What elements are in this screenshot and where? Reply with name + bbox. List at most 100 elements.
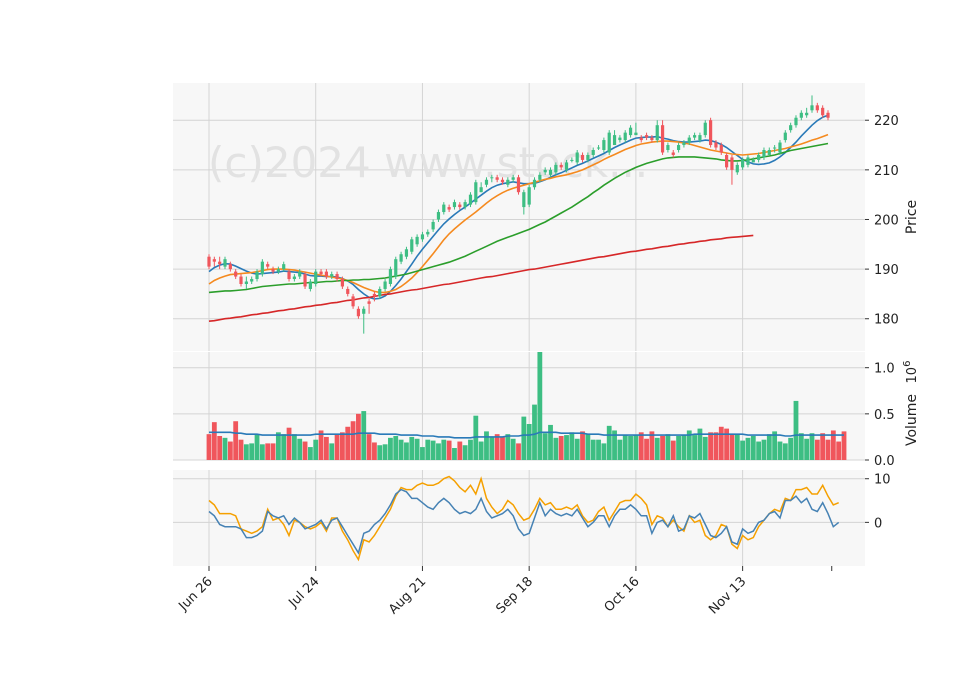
volume-bar	[334, 434, 340, 460]
candle-body	[778, 142, 782, 153]
candle-body	[783, 132, 787, 141]
candle-body	[612, 135, 617, 146]
candle-body	[495, 177, 499, 180]
volume-bar	[745, 437, 751, 460]
candle-body	[271, 269, 275, 272]
candle-body	[399, 254, 403, 262]
volume-bar	[350, 421, 356, 460]
volume-bar	[425, 439, 431, 460]
candle-body	[709, 120, 713, 146]
volume-bar	[798, 433, 804, 460]
candle-body	[282, 264, 286, 270]
candle-body	[634, 132, 638, 136]
volume-bar	[740, 440, 746, 460]
candle-body	[463, 202, 467, 208]
candle-body	[826, 112, 830, 118]
candle-body	[815, 105, 819, 111]
volume-bar	[361, 411, 367, 460]
candle-body	[447, 207, 451, 210]
candle-body	[548, 169, 553, 175]
candle-body	[730, 157, 734, 170]
volume-bar	[676, 436, 681, 460]
candle-body	[244, 281, 248, 284]
watermark: (c)2024 www.stock...	[208, 138, 648, 187]
candle-body	[607, 132, 611, 153]
candle-body	[666, 145, 670, 150]
volume-bar	[724, 428, 730, 460]
volume-bar	[622, 435, 628, 460]
candle-body	[415, 236, 419, 245]
candle-body	[394, 259, 398, 277]
volume-bar	[286, 427, 292, 460]
volume-bar	[446, 440, 452, 460]
candle-body	[330, 274, 334, 277]
candle-body	[559, 164, 563, 168]
volume-bar	[782, 443, 788, 460]
candle-body	[340, 279, 345, 287]
x-tick-label: Sep 18	[493, 574, 536, 617]
candle-body	[810, 105, 814, 111]
candle-body	[223, 259, 227, 267]
candle-body	[618, 137, 622, 141]
candle-body	[671, 152, 675, 155]
candle-body	[255, 271, 259, 280]
volume-bar	[420, 447, 425, 460]
volume-bar	[526, 424, 532, 460]
volume-bar	[788, 437, 794, 460]
candle-body	[564, 162, 569, 170]
price-axis-label: Price	[904, 200, 920, 234]
price-y-tick-label: 180	[874, 313, 899, 328]
candle-body	[239, 276, 243, 284]
candle-body	[794, 117, 798, 126]
volume-bar	[841, 431, 847, 460]
volume-bar	[660, 436, 665, 460]
volume-bar	[750, 436, 756, 460]
volume-bar	[398, 439, 404, 460]
candle-body	[484, 179, 489, 185]
candle-body	[762, 150, 766, 158]
volume-bar	[356, 413, 361, 460]
volume-bar	[766, 434, 772, 460]
candle-body	[805, 112, 809, 116]
candle-body	[335, 274, 339, 280]
volume-bar	[249, 443, 255, 460]
volume-bar	[211, 422, 217, 460]
volume-bar	[521, 416, 527, 460]
volume-bar	[708, 432, 714, 460]
volume-bar	[441, 439, 447, 460]
volume-bar	[414, 438, 420, 460]
volume-exponent-label: 106	[902, 361, 920, 384]
candle-body	[644, 135, 649, 138]
candle-body	[682, 142, 686, 146]
candle-body	[799, 112, 803, 118]
volume-bar	[382, 444, 388, 460]
candle-body	[580, 154, 585, 160]
volume-bar	[830, 430, 836, 460]
candle-body	[500, 179, 505, 183]
sma-line	[208, 142, 829, 294]
volume-bar	[718, 426, 724, 460]
volume-bar	[404, 442, 409, 460]
candle-body	[298, 271, 302, 277]
sma-line	[208, 234, 754, 322]
volume-bar	[388, 437, 393, 460]
volume-bar	[238, 439, 244, 460]
candle-body	[452, 202, 457, 208]
candle-body	[266, 264, 270, 267]
volume-bar	[265, 443, 271, 460]
candle-body	[319, 271, 323, 275]
oscillator-y-tick-label: 0	[874, 516, 882, 531]
volume-bar	[606, 425, 612, 460]
volume-bar	[814, 439, 820, 460]
volume-bar	[468, 439, 473, 460]
candle-body	[212, 259, 216, 262]
candle-body	[250, 279, 254, 282]
oscillator-panel-bg	[173, 470, 865, 566]
candle-body	[314, 271, 318, 284]
candle-body	[479, 187, 483, 193]
volume-bar	[409, 436, 415, 460]
candle-body	[511, 177, 515, 180]
volume-y-tick-label: 0.5	[874, 408, 895, 423]
volume-bar	[532, 404, 537, 460]
